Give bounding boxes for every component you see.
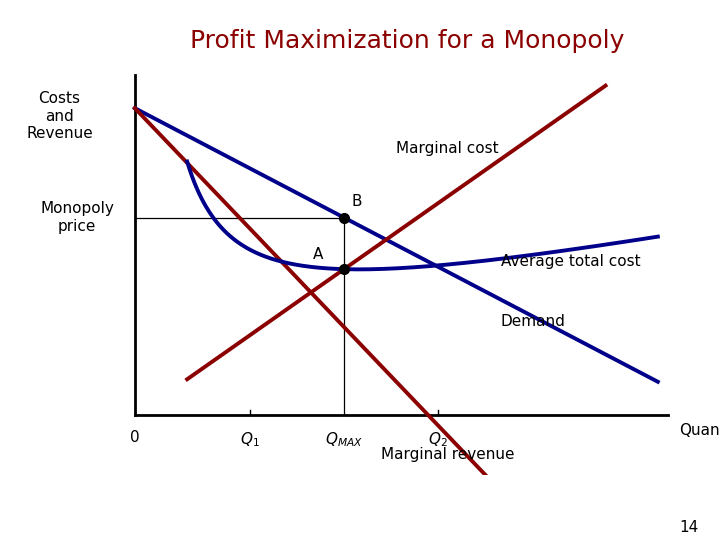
Text: $Q_2$: $Q_2$ xyxy=(428,430,448,449)
Text: Marginal cost: Marginal cost xyxy=(396,141,499,156)
Text: 0: 0 xyxy=(130,430,140,445)
Text: Demand: Demand xyxy=(501,314,566,329)
Text: B: B xyxy=(352,194,362,210)
Text: A: A xyxy=(312,247,323,262)
Text: Marginal revenue: Marginal revenue xyxy=(381,447,514,462)
Text: Monopoly
price: Monopoly price xyxy=(40,201,114,234)
Title: Profit Maximization for a Monopoly: Profit Maximization for a Monopoly xyxy=(189,29,624,53)
Text: Costs
and
Revenue: Costs and Revenue xyxy=(26,91,93,141)
Text: $Q_1$: $Q_1$ xyxy=(240,430,260,449)
Text: Average total cost: Average total cost xyxy=(501,254,641,269)
Text: Quantity: Quantity xyxy=(679,423,720,437)
Text: $Q_{MAX}$: $Q_{MAX}$ xyxy=(325,430,363,449)
Text: 14: 14 xyxy=(679,519,698,535)
